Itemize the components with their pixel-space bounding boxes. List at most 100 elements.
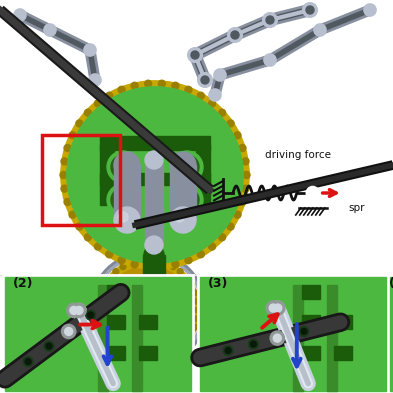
- Circle shape: [86, 310, 95, 320]
- Circle shape: [214, 69, 226, 81]
- Circle shape: [25, 358, 31, 365]
- Circle shape: [172, 82, 179, 89]
- Circle shape: [118, 257, 125, 264]
- Circle shape: [60, 171, 67, 178]
- Circle shape: [188, 332, 194, 338]
- Circle shape: [120, 350, 126, 356]
- Circle shape: [201, 76, 209, 84]
- Circle shape: [170, 264, 176, 270]
- Circle shape: [271, 301, 285, 315]
- Circle shape: [74, 94, 236, 256]
- Circle shape: [84, 44, 96, 56]
- Circle shape: [158, 80, 165, 87]
- Circle shape: [303, 3, 317, 17]
- Circle shape: [188, 282, 194, 288]
- Circle shape: [231, 31, 239, 39]
- Circle shape: [264, 54, 276, 66]
- Circle shape: [228, 28, 242, 42]
- Circle shape: [111, 188, 135, 212]
- Circle shape: [274, 304, 282, 312]
- Circle shape: [95, 307, 101, 313]
- Circle shape: [113, 345, 119, 351]
- Circle shape: [107, 339, 113, 345]
- Circle shape: [234, 211, 241, 218]
- Bar: [334, 315, 352, 329]
- Bar: [388, 275, 393, 393]
- Bar: [198, 275, 388, 393]
- Circle shape: [239, 198, 246, 206]
- Circle shape: [172, 261, 179, 268]
- Circle shape: [113, 269, 119, 275]
- Circle shape: [23, 356, 33, 367]
- Circle shape: [209, 100, 216, 107]
- Circle shape: [67, 87, 243, 263]
- Text: driving force: driving force: [265, 150, 331, 160]
- Circle shape: [314, 24, 326, 36]
- Circle shape: [170, 207, 196, 233]
- Circle shape: [75, 307, 83, 314]
- Circle shape: [145, 263, 152, 270]
- Circle shape: [65, 327, 73, 336]
- Circle shape: [118, 86, 125, 93]
- Circle shape: [183, 339, 189, 345]
- Circle shape: [145, 80, 152, 87]
- Circle shape: [154, 258, 160, 264]
- Text: spr: spr: [348, 203, 364, 213]
- Circle shape: [98, 290, 104, 296]
- Circle shape: [175, 188, 199, 212]
- Circle shape: [98, 324, 104, 330]
- Circle shape: [170, 152, 196, 178]
- Circle shape: [198, 73, 212, 87]
- Bar: [107, 285, 125, 299]
- Text: (2): (2): [13, 277, 33, 290]
- Bar: [170, 165, 196, 220]
- Circle shape: [192, 290, 198, 296]
- Circle shape: [89, 74, 101, 86]
- Circle shape: [67, 87, 243, 263]
- Circle shape: [145, 357, 151, 363]
- Text: (: (: [389, 277, 393, 290]
- Circle shape: [144, 300, 164, 320]
- Circle shape: [175, 155, 199, 179]
- Circle shape: [107, 275, 113, 281]
- Circle shape: [76, 223, 83, 230]
- Circle shape: [299, 327, 309, 336]
- Circle shape: [158, 263, 165, 270]
- Circle shape: [144, 245, 164, 265]
- Circle shape: [106, 92, 113, 99]
- Circle shape: [72, 303, 86, 318]
- Circle shape: [94, 243, 101, 250]
- Circle shape: [219, 109, 226, 116]
- Bar: [334, 346, 352, 360]
- Circle shape: [145, 236, 163, 254]
- Circle shape: [107, 184, 139, 216]
- Circle shape: [65, 326, 75, 336]
- Circle shape: [209, 89, 221, 101]
- Bar: [196, 145, 210, 205]
- Circle shape: [195, 307, 201, 313]
- Circle shape: [114, 152, 140, 178]
- Circle shape: [61, 158, 68, 165]
- Circle shape: [263, 13, 277, 27]
- Circle shape: [242, 158, 249, 165]
- Circle shape: [185, 86, 192, 93]
- Circle shape: [162, 354, 168, 360]
- Bar: [327, 285, 337, 391]
- Bar: [145, 160, 163, 245]
- Circle shape: [270, 331, 284, 345]
- Circle shape: [120, 264, 126, 270]
- Circle shape: [309, 200, 316, 206]
- Bar: [98, 285, 108, 391]
- Circle shape: [177, 345, 183, 351]
- Circle shape: [307, 187, 319, 199]
- Circle shape: [275, 335, 282, 341]
- Circle shape: [274, 333, 284, 343]
- Circle shape: [315, 200, 322, 206]
- Circle shape: [94, 100, 101, 107]
- Circle shape: [102, 332, 108, 338]
- Bar: [302, 346, 320, 360]
- Circle shape: [114, 207, 140, 233]
- Bar: [100, 173, 210, 185]
- Circle shape: [64, 198, 71, 206]
- Bar: [302, 285, 320, 299]
